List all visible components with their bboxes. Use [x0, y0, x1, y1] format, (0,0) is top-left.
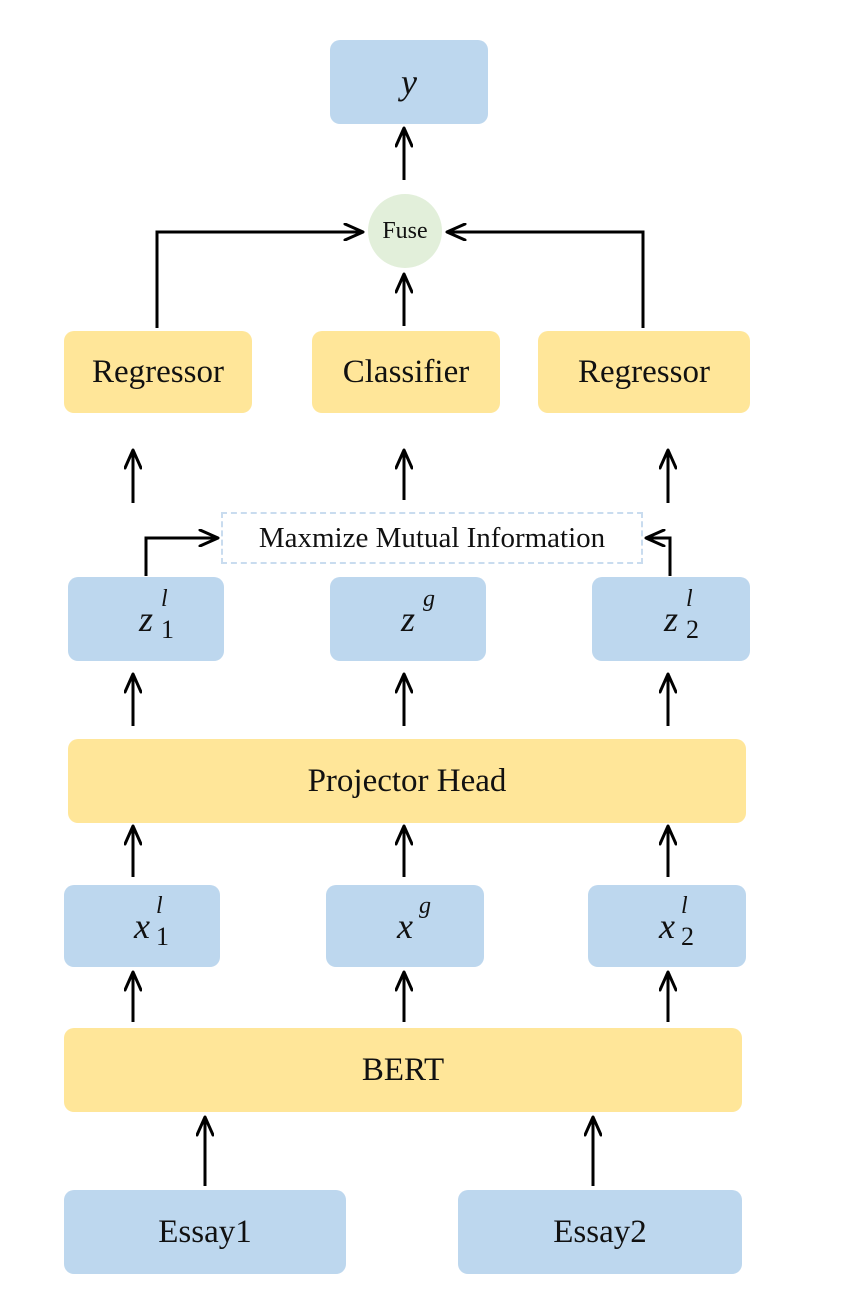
z-local-1-sub: 1: [160, 615, 174, 644]
mutual-information-label: Maxmize Mutual Information: [258, 521, 606, 554]
classifier-label: Classifier: [342, 353, 470, 390]
x-local-1-sup: l: [156, 893, 163, 919]
arrow-z2-mmi: [646, 538, 672, 576]
x-local-1-sub: 1: [156, 922, 169, 951]
bert-encoder-box: BERT: [64, 1028, 742, 1112]
projector-head-box: Projector Head: [68, 739, 746, 823]
x-local-2-sub: 2: [681, 922, 694, 951]
essay1-box: Essay1: [64, 1190, 346, 1274]
essay2-box: Essay2: [458, 1190, 742, 1274]
fuse-label: Fuse: [382, 217, 428, 244]
regressor-left-label: Regressor: [92, 353, 224, 390]
regressor-left-box: Regressor: [64, 331, 252, 413]
output-box: y: [330, 40, 488, 124]
x-global-sup: g: [419, 893, 431, 919]
essay2-label: Essay2: [553, 1213, 647, 1250]
mutual-information-box: Maxmize Mutual Information: [221, 512, 643, 564]
projector-head-label: Projector Head: [307, 762, 507, 799]
output-var: y: [401, 62, 417, 102]
x-local-2-sup: l: [681, 893, 688, 919]
regressor-right-box: Regressor: [538, 331, 750, 413]
fuse-node: Fuse: [368, 194, 442, 268]
z-local-2-sub: 2: [685, 615, 699, 644]
essay1-label: Essay1: [158, 1213, 252, 1250]
arrow-z1-mmi: [144, 538, 218, 576]
z-local-1-sup: l: [160, 586, 168, 612]
regressor-right-label: Regressor: [578, 353, 710, 390]
z-global-sup: g: [422, 586, 435, 612]
classifier-box: Classifier: [312, 331, 500, 413]
arrow-regressor-left-fuse: [155, 232, 363, 328]
arrow-regressor-right-fuse: [447, 232, 645, 328]
z-local-2-sup: l: [685, 586, 693, 612]
bert-encoder-label: BERT: [361, 1051, 445, 1088]
